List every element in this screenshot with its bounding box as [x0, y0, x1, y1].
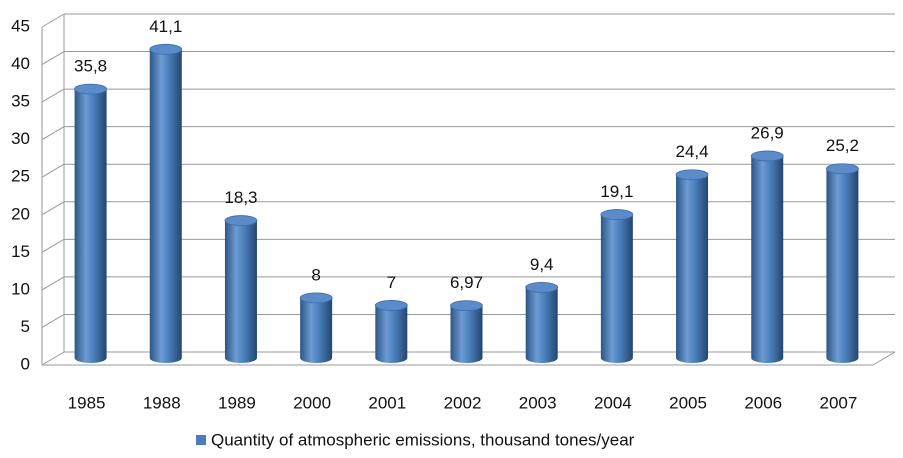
bar: [826, 163, 859, 363]
bar-body: [300, 297, 333, 363]
bar-body: [751, 155, 784, 363]
bar-top: [450, 300, 483, 312]
x-tick-label: 1988: [143, 393, 181, 412]
grid-diagonal: [41, 238, 65, 253]
y-tick-label: 15: [11, 242, 30, 261]
bar-top: [299, 292, 333, 304]
bar: [675, 169, 709, 363]
bar: [525, 281, 559, 363]
bar-top: [826, 163, 859, 175]
bar: [149, 43, 183, 363]
y-tick-label: 10: [11, 279, 30, 298]
bar-body: [525, 287, 558, 363]
x-tick-label: 2005: [669, 393, 707, 412]
value-label: 25,2: [826, 136, 859, 155]
value-label: 9,4: [530, 255, 554, 274]
x-tick-label: 1989: [218, 393, 256, 412]
bar-top: [525, 281, 559, 293]
bar-top: [224, 215, 258, 226]
value-label: 18,3: [224, 188, 257, 207]
bar-top: [600, 209, 634, 220]
bar-body: [600, 214, 633, 363]
y-tick-label: 0: [21, 354, 30, 373]
value-label: 24,4: [675, 142, 708, 161]
bar-top: [374, 300, 408, 311]
grid-diagonal: [41, 314, 65, 328]
y-tick-label: 5: [21, 317, 30, 336]
bar-body: [826, 168, 859, 363]
y-tick-label: 25: [11, 167, 30, 186]
grid-diagonal: [41, 351, 65, 366]
x-tick-label: 2007: [819, 393, 857, 412]
legend-swatch: [196, 435, 206, 445]
value-label: 7: [387, 273, 396, 292]
y-tick-label: 45: [11, 16, 30, 35]
x-tick-label: 2006: [744, 393, 782, 412]
bar-body: [224, 220, 257, 363]
bar: [74, 83, 107, 363]
bar-body: [149, 49, 182, 363]
y-tick-label: 35: [11, 92, 30, 111]
value-label: 35,8: [74, 57, 107, 76]
value-label: 8: [311, 265, 320, 284]
bar-top: [675, 169, 709, 181]
bar: [224, 215, 258, 363]
bar-body: [375, 305, 408, 363]
x-tick-label: 2003: [519, 393, 557, 412]
bar: [600, 209, 634, 363]
y-tick-label: 30: [11, 129, 30, 148]
floor-right: [872, 351, 896, 366]
x-tick-label: 2002: [444, 393, 482, 412]
bar-body: [74, 89, 107, 363]
value-label: 6,97: [450, 273, 483, 292]
grid-diagonal: [41, 88, 65, 103]
value-label: 19,1: [600, 182, 633, 201]
x-tick-label: 2000: [293, 393, 331, 412]
bar: [750, 150, 784, 363]
bar: [374, 300, 408, 363]
x-tick-label: 2001: [368, 393, 406, 412]
grid-diagonal: [41, 163, 65, 178]
grid-diagonal: [41, 51, 65, 65]
y-tick-label: 40: [11, 54, 30, 73]
grid-diagonal: [41, 276, 65, 291]
bar-top: [74, 83, 107, 95]
value-label: 26,9: [751, 123, 784, 142]
x-tick-label: 2004: [594, 393, 632, 412]
grid-diagonal: [41, 126, 65, 141]
bar: [299, 292, 333, 363]
y-tick-label: 20: [11, 204, 30, 223]
legend-label: Quantity of atmospheric emissions, thous…: [211, 430, 635, 449]
value-label: 41,1: [149, 17, 182, 36]
bar-top: [149, 43, 183, 55]
bar-body: [450, 305, 483, 363]
grid-diagonal: [41, 201, 65, 216]
bar: [450, 300, 483, 363]
bar-top: [750, 150, 784, 162]
grid-diagonal: [41, 13, 65, 28]
x-tick-label: 1985: [68, 393, 106, 412]
bar-body: [676, 174, 709, 363]
